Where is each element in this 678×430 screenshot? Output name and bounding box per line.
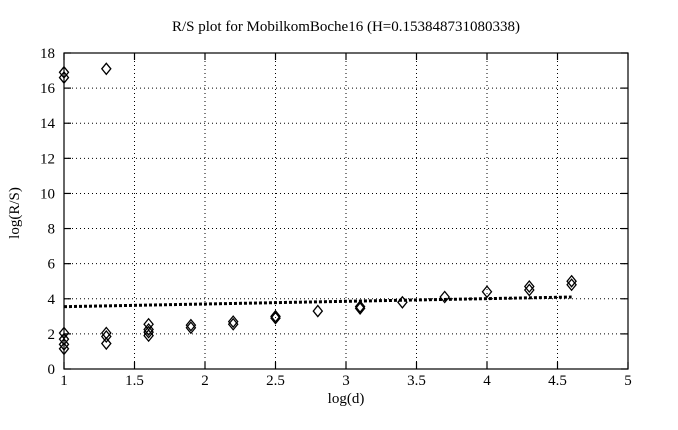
y-tick-label: 12	[40, 151, 55, 167]
x-tick-label: 2	[201, 373, 209, 389]
chart-title: R/S plot for MobilkomBoche16 (H=0.153848…	[171, 19, 521, 35]
x-tick-label: 5	[624, 373, 632, 389]
y-tick-label: 6	[48, 257, 56, 273]
x-tick-label: 4	[483, 373, 491, 389]
y-tick-label: 8	[48, 222, 56, 238]
y-tick-label: 2	[48, 327, 56, 343]
data-point-marker	[185, 321, 197, 335]
x-tick-label: 4.5	[548, 373, 567, 389]
data-point-marker	[100, 62, 112, 76]
x-tick-label: 3	[342, 373, 350, 389]
x-tick-label: 2.5	[266, 373, 285, 389]
data-point-marker	[58, 71, 70, 85]
data-point-marker	[143, 325, 154, 339]
data-point-marker	[58, 337, 70, 351]
data-point-marker	[312, 304, 324, 318]
data-point-marker	[100, 326, 112, 340]
data-point-marker	[354, 300, 366, 314]
data-point-marker	[227, 315, 239, 329]
data-point-marker	[566, 278, 577, 292]
data-point-marker	[523, 279, 535, 294]
data-point-marker	[100, 329, 112, 344]
y-tick-label: 4	[48, 292, 56, 308]
data-point-marker	[439, 290, 451, 304]
data-point-marker	[523, 283, 535, 297]
data-point-marker	[58, 332, 70, 346]
data-point-marker	[270, 311, 281, 325]
data-point-marker	[143, 322, 154, 337]
y-tick-label: 0	[48, 362, 56, 378]
data-point-marker	[354, 301, 366, 315]
x-tick-label: 1.5	[125, 373, 144, 389]
y-tick-label: 18	[40, 46, 55, 62]
y-tick-label: 14	[40, 116, 56, 132]
data-point-marker	[397, 295, 408, 309]
x-tick-label: 1	[60, 373, 68, 389]
x-axis-label: log(d)	[327, 391, 365, 407]
data-point-marker	[227, 317, 239, 331]
y-tick-label: 16	[40, 81, 56, 97]
data-point-marker	[481, 285, 493, 299]
data-point-marker	[100, 337, 112, 351]
data-point-marker	[143, 329, 154, 343]
data-point-marker	[270, 309, 281, 323]
data-point-marker	[566, 274, 577, 288]
y-tick-label: 10	[40, 186, 55, 202]
data-point-marker	[58, 65, 70, 79]
data-point-marker	[185, 318, 197, 332]
data-point-marker	[58, 342, 70, 356]
x-tick-label: 3.5	[407, 373, 426, 389]
